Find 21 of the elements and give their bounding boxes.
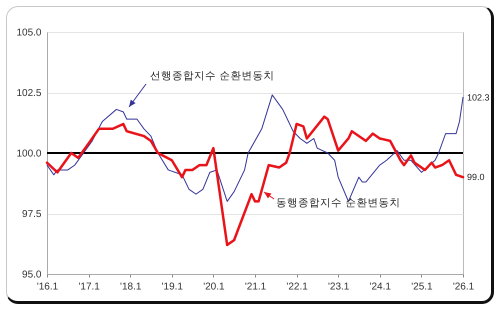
x-tick-label: '16.1 <box>36 282 59 292</box>
y-tick-label: 105.0 <box>16 28 42 38</box>
line-series <box>46 115 464 246</box>
y-tick-label: 102.5 <box>16 88 42 99</box>
x-tick-label: '19.1 <box>162 282 184 292</box>
annotation: 99.0 <box>467 172 485 182</box>
x-tick-label: '25.1 <box>411 282 434 292</box>
x-tick-label: '24.1 <box>370 282 392 292</box>
y-tick-label: 95.0 <box>22 270 42 280</box>
x-tick-label: '23.1 <box>328 282 350 292</box>
y-tick-label: 100.0 <box>16 148 42 160</box>
series-label: 선행종합지수 순환변동치 <box>150 70 274 82</box>
x-tick-label: '18.1 <box>120 282 142 292</box>
legend-label: 동행종합지수 순환변동치 <box>276 197 400 209</box>
x-tick-label: '22.1 <box>286 282 308 292</box>
x-tick-label: '26.1 <box>452 282 475 292</box>
x-tick-label: '17.1 <box>78 282 100 292</box>
x-tick-label: '21.1 <box>244 282 267 292</box>
y-tick-label: 97.5 <box>22 209 42 220</box>
annotation: 102.3 <box>467 92 490 102</box>
x-tick-label: '20.1 <box>203 282 225 292</box>
